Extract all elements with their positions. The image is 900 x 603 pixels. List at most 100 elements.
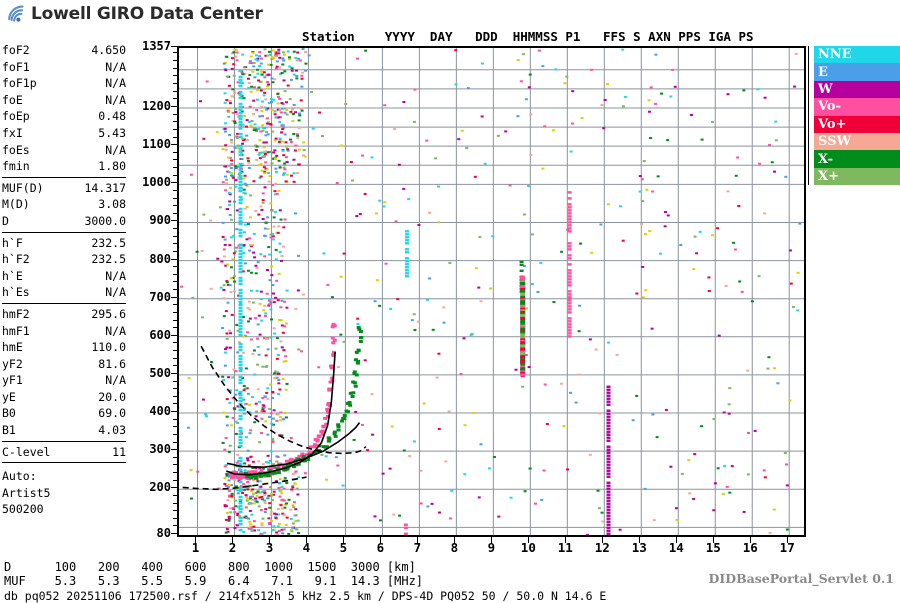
- legend-item-ssw[interactable]: SSW: [814, 133, 900, 150]
- y-axis-minor-tick: [173, 358, 177, 359]
- trace-point: [331, 325, 335, 328]
- noise-pixel: [282, 51, 285, 53]
- noise-pixel: [304, 70, 307, 72]
- noise-pixel: [264, 150, 267, 152]
- noise-pixel: [264, 502, 267, 504]
- noise-pixel: [252, 113, 255, 115]
- x-axis-tick: [380, 537, 381, 543]
- noise-pixel: [736, 157, 739, 159]
- trace-point: [359, 340, 363, 343]
- noise-pixel: [275, 55, 278, 57]
- noise-pixel: [664, 211, 667, 213]
- noise-pixel: [283, 70, 286, 72]
- legend-item-x[interactable]: X-: [814, 150, 900, 167]
- interference-pixel: [568, 311, 572, 313]
- interference-pixel: [239, 121, 243, 123]
- noise-pixel: [251, 396, 254, 398]
- noise-pixel: [244, 469, 247, 471]
- noise-pixel: [268, 279, 271, 281]
- legend-item-x[interactable]: X+: [814, 168, 900, 185]
- noise-pixel: [262, 405, 265, 407]
- noise-pixel: [283, 301, 286, 303]
- noise-pixel: [711, 234, 714, 236]
- noise-pixel: [428, 277, 431, 279]
- noise-pixel: [529, 154, 532, 156]
- param-key: C-level: [2, 444, 50, 461]
- interference-pixel: [568, 293, 572, 295]
- noise-pixel: [265, 354, 268, 356]
- legend-item-vo[interactable]: Vo+: [814, 116, 900, 133]
- noise-pixel: [774, 121, 777, 123]
- noise-pixel: [479, 443, 482, 445]
- interference-pixel: [606, 524, 610, 526]
- noise-pixel: [773, 171, 776, 173]
- noise-pixel: [272, 238, 275, 240]
- noise-pixel: [275, 280, 278, 282]
- ionogram-plot[interactable]: [177, 46, 806, 537]
- noise-pixel: [245, 184, 248, 186]
- y-axis-minor-tick: [173, 137, 177, 138]
- interference-pixel: [239, 409, 243, 411]
- noise-pixel: [254, 58, 257, 60]
- noise-pixel: [253, 123, 256, 125]
- noise-pixel: [262, 127, 265, 129]
- noise-pixel: [245, 517, 248, 519]
- noise-pixel: [270, 64, 273, 66]
- noise-pixel: [224, 365, 227, 367]
- noise-pixel: [747, 432, 750, 434]
- noise-pixel: [260, 176, 263, 178]
- ionogram-canvas[interactable]: [179, 48, 804, 535]
- interference-pixel: [239, 298, 243, 300]
- noise-pixel: [263, 406, 266, 408]
- param-key: foF1: [2, 59, 30, 76]
- noise-pixel: [701, 139, 704, 141]
- noise-pixel: [775, 139, 778, 141]
- noise-pixel: [522, 53, 525, 55]
- trace-point: [285, 460, 289, 463]
- noise-pixel: [245, 403, 248, 405]
- noise-pixel: [396, 298, 399, 300]
- noise-pixel: [353, 439, 356, 441]
- noise-pixel: [259, 334, 262, 336]
- noise-pixel: [235, 247, 238, 249]
- interference-pixel: [405, 248, 409, 250]
- noise-pixel: [247, 459, 250, 461]
- noise-pixel: [274, 348, 277, 350]
- y-axis-minor-tick: [173, 152, 177, 153]
- noise-pixel: [515, 369, 518, 371]
- noise-pixel: [243, 413, 246, 415]
- noise-pixel: [244, 175, 247, 177]
- noise-pixel: [267, 64, 270, 66]
- noise-pixel: [280, 504, 283, 506]
- interference-pixel: [606, 485, 610, 487]
- interference-pixel: [606, 533, 610, 535]
- noise-pixel: [281, 324, 284, 326]
- noise-pixel: [666, 139, 669, 141]
- noise-pixel: [747, 473, 750, 475]
- noise-pixel: [228, 330, 231, 332]
- noise-pixel: [261, 130, 264, 132]
- y-axis-minor-tick: [173, 472, 177, 473]
- noise-pixel: [233, 290, 236, 292]
- noise-pixel: [298, 119, 301, 121]
- noise-pixel: [385, 263, 388, 265]
- legend-item-e[interactable]: E: [814, 63, 900, 80]
- noise-pixel: [426, 299, 429, 301]
- noise-pixel: [268, 254, 271, 256]
- noise-pixel: [252, 100, 255, 102]
- noise-pixel: [258, 139, 261, 141]
- noise-pixel: [223, 297, 226, 299]
- noise-pixel: [728, 413, 731, 415]
- noise-pixel: [726, 190, 729, 192]
- y-axis-minor-tick: [173, 251, 177, 252]
- noise-pixel: [228, 484, 231, 486]
- noise-speckle-layer: [180, 48, 801, 535]
- noise-pixel: [595, 349, 598, 351]
- legend-item-nne[interactable]: NNE: [814, 46, 900, 63]
- noise-pixel: [295, 528, 298, 530]
- interference-pixel: [606, 461, 610, 463]
- legend-item-vo[interactable]: Vo-: [814, 98, 900, 115]
- interference-pixel: [239, 94, 243, 96]
- noise-pixel: [281, 532, 284, 534]
- legend-item-w[interactable]: W: [814, 81, 900, 98]
